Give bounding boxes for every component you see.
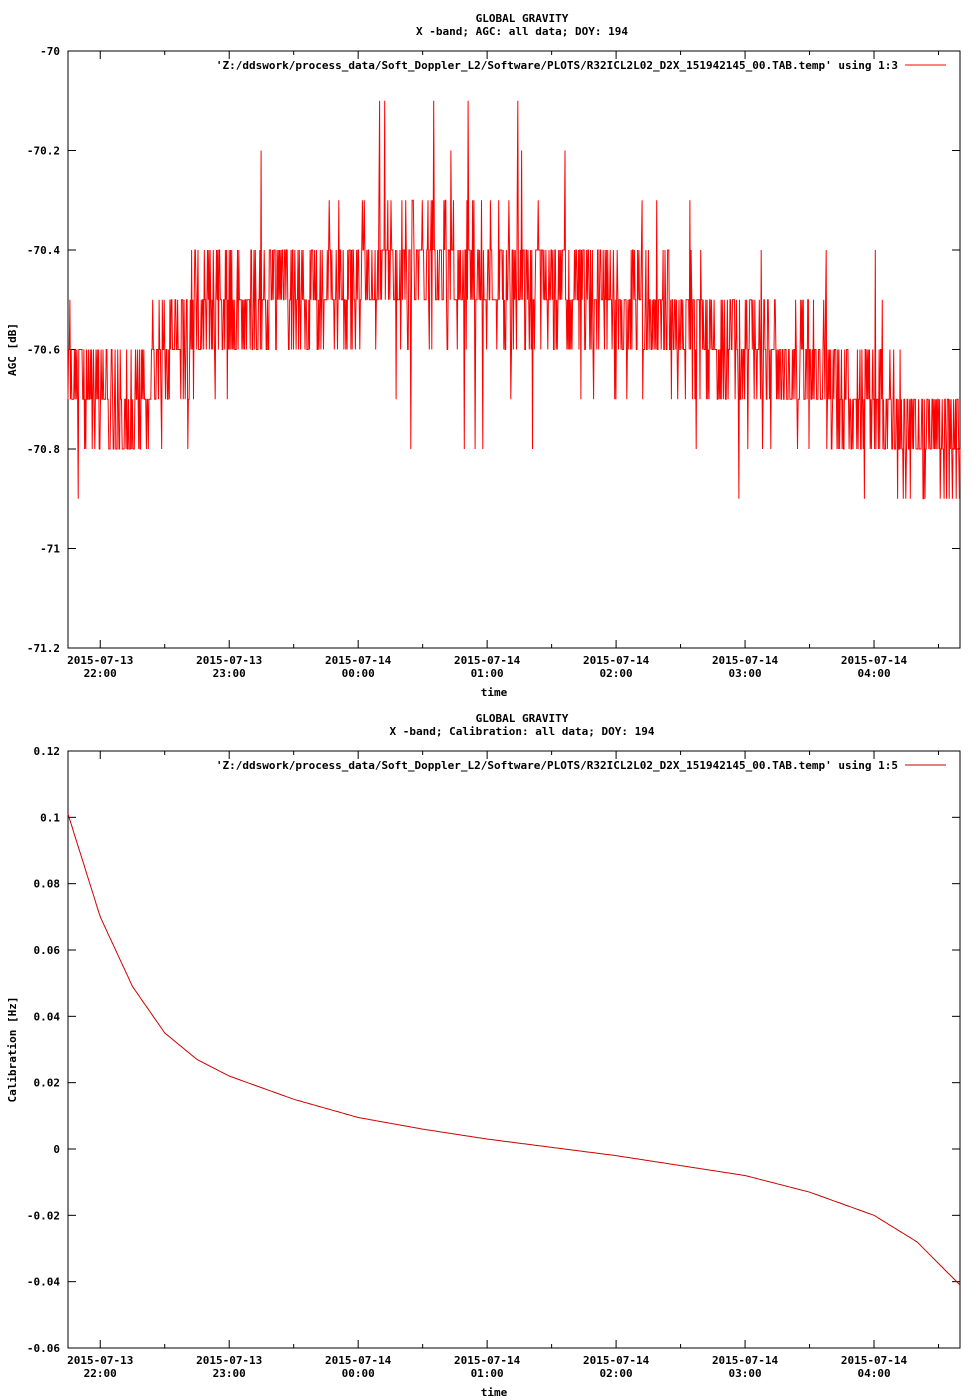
x-tick-date: 2015-07-14 <box>583 1354 650 1367</box>
y-tick-label: 0.06 <box>34 944 61 957</box>
y-tick-label: 0.02 <box>34 1077 61 1090</box>
x-tick-date: 2015-07-13 <box>196 654 262 667</box>
x-tick-hour: 02:00 <box>600 667 633 680</box>
x-tick-date: 2015-07-14 <box>454 1354 521 1367</box>
plot-frame <box>67 750 961 1349</box>
chart-title: GLOBAL GRAVITY <box>476 12 569 25</box>
y-tick-label: -70.6 <box>27 344 60 357</box>
x-tick-date: 2015-07-13 <box>196 1354 262 1367</box>
x-tick-hour: 03:00 <box>728 1367 761 1380</box>
x-tick-hour: 02:00 <box>600 1367 633 1380</box>
x-tick-hour: 03:00 <box>728 667 761 680</box>
y-tick-label: 0 <box>53 1143 60 1156</box>
y-tick-label: 0.08 <box>34 878 61 891</box>
x-axis-label: time <box>481 686 508 699</box>
x-tick-hour: 22:00 <box>84 667 117 680</box>
y-axis-label: AGC [dB] <box>6 323 19 376</box>
x-tick-hour: 04:00 <box>857 1367 890 1380</box>
x-tick-hour: 00:00 <box>342 1367 375 1380</box>
y-tick-label: -71.2 <box>27 642 60 655</box>
x-tick-date: 2015-07-14 <box>325 654 392 667</box>
x-tick-date: 2015-07-13 <box>67 1354 133 1367</box>
y-tick-label: -70.2 <box>27 145 60 158</box>
y-tick-label: -70 <box>40 45 60 58</box>
chart-title: GLOBAL GRAVITY <box>476 712 569 725</box>
x-tick-date: 2015-07-14 <box>454 654 521 667</box>
x-tick-hour: 00:00 <box>342 667 375 680</box>
x-tick-hour: 04:00 <box>857 667 890 680</box>
series-line-agc <box>67 100 961 500</box>
series-line-calibration <box>67 813 961 1286</box>
y-axis-label: Calibration [Hz] <box>6 997 19 1103</box>
chart-subtitle: X -band; AGC: all data; DOY: 194 <box>416 25 628 38</box>
x-tick-hour: 23:00 <box>213 1367 246 1380</box>
chart-subtitle: X -band; Calibration: all data; DOY: 194 <box>390 725 655 738</box>
x-tick-date: 2015-07-14 <box>712 654 779 667</box>
x-tick-hour: 23:00 <box>213 667 246 680</box>
legend-label: 'Z:/ddswork/process_data/Soft_Doppler_L2… <box>216 59 898 72</box>
x-tick-date: 2015-07-14 <box>841 654 908 667</box>
y-tick-label: -70.8 <box>27 443 60 456</box>
y-tick-label: -0.06 <box>27 1342 60 1355</box>
y-tick-label: -70.4 <box>27 244 60 257</box>
y-tick-label: -71 <box>40 543 60 556</box>
x-axis-label: time <box>481 1386 508 1399</box>
x-tick-hour: 01:00 <box>471 667 504 680</box>
y-tick-label: -0.04 <box>27 1276 60 1289</box>
y-tick-label: 0.12 <box>34 745 61 758</box>
x-tick-date: 2015-07-14 <box>583 654 650 667</box>
x-tick-hour: 01:00 <box>471 1367 504 1380</box>
y-tick-label: 0.04 <box>34 1010 61 1023</box>
x-tick-hour: 22:00 <box>84 1367 117 1380</box>
legend-label: 'Z:/ddswork/process_data/Soft_Doppler_L2… <box>216 759 898 772</box>
x-tick-date: 2015-07-13 <box>67 654 133 667</box>
x-tick-date: 2015-07-14 <box>325 1354 392 1367</box>
x-tick-date: 2015-07-14 <box>841 1354 908 1367</box>
y-tick-label: 0.1 <box>40 811 60 824</box>
y-tick-label: -0.02 <box>27 1209 60 1222</box>
x-tick-date: 2015-07-14 <box>712 1354 779 1367</box>
